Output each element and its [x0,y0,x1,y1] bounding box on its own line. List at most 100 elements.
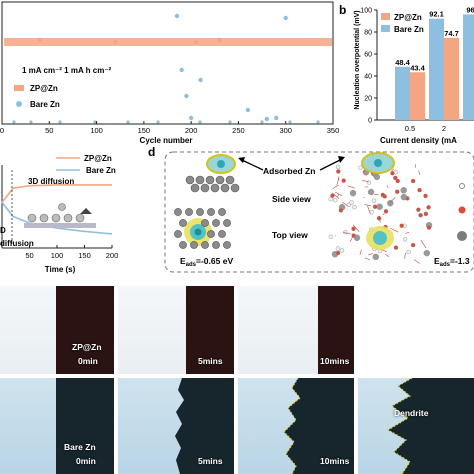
right-atom-47 [400,193,408,201]
insitu-bare-dendrite: Dendrite [358,378,474,474]
right-atom-27 [330,193,335,198]
panel-c-xticks: 50 100 150 200 [25,245,118,260]
left-top-atom-11 [218,230,226,238]
bare-sample-label: Bare Zn [64,442,96,452]
b-xtick-label-0: 0.5 [405,124,415,133]
right-atom-56 [372,253,379,261]
a-bare-low-8 [260,120,264,124]
panel-c-2d-top: D [0,226,6,235]
left-side-atom-8 [220,183,230,193]
right-bond-36 [390,227,399,233]
bare-electrode-10 [283,378,354,474]
b-ytick-label-1: 20 [364,96,372,103]
top-view-label: Top view [272,230,308,240]
left-top-atom-15 [212,241,220,249]
right-atom-34 [417,187,422,193]
legend-b-bare-label: Bare Zn [394,25,424,34]
side-view-label: Side view [272,194,311,204]
zpzn-time-10: 10mins [320,356,350,366]
left-top-atom-12 [179,241,187,249]
eads-right: Eads=-1.3 [434,256,470,268]
legend-b-zpzn-label: ZP@Zn [394,13,422,22]
left-top-atom-4 [218,208,226,216]
legend-atom-medium [458,206,466,214]
b-xtick-label-1: 2 [442,124,446,133]
panel-c-arrow [80,208,92,214]
panel-c-xlabel: Time (s) [45,265,76,274]
zpzn-band [4,38,332,46]
bare-time-5: 5mins [198,456,223,466]
right-atom-11 [426,205,431,210]
left-side-atom-4 [225,175,235,185]
right-bond-11 [368,253,374,256]
a-bare-low-4 [126,120,130,124]
right-atom-50 [336,169,341,174]
a-xtick-label-4: 200 [185,126,198,135]
insitu-bare-10min: 10mins [238,378,354,474]
legend-atom-small [459,183,465,189]
a-xtick-label-2: 100 [90,126,103,135]
left-top-zn [194,228,202,236]
right-bond-34 [391,168,394,172]
a-bare-point-12 [283,15,288,21]
left-side-atom-6 [200,183,210,193]
a-bare-point-9 [245,107,251,113]
a-xtick-label-0: 0 [0,126,4,135]
chart-area: 1 mA cm⁻² 1 mA h cm⁻² ZP@Zn Bare Zn 0 50 1… [0,1,474,274]
right-atom-48 [399,223,404,228]
left-side-atom-5 [190,183,200,193]
c-xtick-label-3: 200 [106,251,119,260]
right-bond-14 [362,179,369,183]
right-atom-6 [383,209,389,214]
left-adsorbed-zn [217,160,225,168]
right-top-charge-core [373,231,387,245]
panel-d: d Adsorbed Zn Side view Top view [148,145,474,273]
left-top-atom-2 [196,208,204,216]
legend-bare-label: Bare Zn [30,100,60,109]
right-atom-37 [410,178,416,184]
right-atom-10 [395,189,400,194]
a-bare-point-5 [188,115,194,121]
right-bond-27 [386,185,389,189]
panel-b-xticks: 0.525 [405,124,446,133]
left-top-atom-14 [201,241,209,249]
legend-b-bare-swatch [381,25,390,32]
right-atom-29 [400,187,407,194]
panel-a: 1 mA cm⁻² 1 mA h cm⁻² ZP@Zn Bare Zn 0 50 1… [0,1,339,145]
right-atom-44 [390,170,395,176]
b-bar-bare-0 [395,66,410,120]
a-bare-low-7 [228,120,232,124]
right-bond-32 [414,259,420,264]
right-bond-39 [332,192,340,199]
adsorbed-arrow-right [319,159,341,171]
right-adsorbed-zn [374,159,382,167]
a-bare-point-3 [179,67,184,73]
right-bond-23 [347,185,355,189]
right-bond-20 [336,178,339,186]
right-atom-24 [353,234,361,242]
b-bar-bare-2 [463,14,474,120]
legend-b-zpzn-swatch [381,13,390,20]
left-top-atom-16 [223,241,231,249]
right-bond-13 [385,254,389,257]
legend-atom-large [457,231,467,241]
adsorbed-arrow-left-head [238,157,245,163]
insitu-zpzn-10min: 10mins [238,286,354,374]
right-atom-42 [349,189,357,197]
a-bare-point-4 [184,93,189,99]
bare-time-10: 10mins [320,456,350,466]
zpzn-electrode-10 [318,286,354,374]
b-value-label-0: 48.4 [395,58,410,67]
right-atom-64 [333,197,338,203]
b-bar-zpzn-1 [444,37,459,120]
zpzn-time-0: 0min [78,356,98,366]
adsorbed-zn-label: Adsorbed Zn [263,166,315,176]
left-top-atoms [174,208,231,249]
right-atom-39 [410,242,416,248]
right-atom-46 [328,234,333,240]
right-bond-19 [382,212,385,216]
insitu-bare-0min: Bare Zn 0min [0,378,114,474]
a-bare-low-1 [29,120,33,124]
a-bare-low-5 [156,120,160,124]
